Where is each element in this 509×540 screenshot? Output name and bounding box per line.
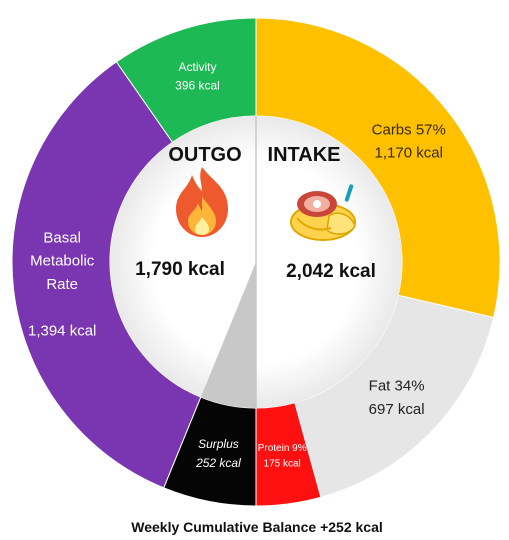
slice-label-surplus: Surplus 252 kcal bbox=[195, 437, 241, 470]
slice-label-carbs: Carbs 57% 1,170 kcal bbox=[372, 121, 446, 161]
surplus-center-wedge bbox=[200, 262, 256, 408]
fire-icon bbox=[176, 167, 228, 237]
slice-label-fat: Fat 34% 697 kcal bbox=[369, 378, 425, 418]
outgo-title: OUTGO bbox=[168, 144, 241, 166]
slice-label-activity: Activity 396 kcal bbox=[175, 60, 220, 93]
intake-total: 2,042 kcal bbox=[286, 261, 376, 282]
food-plate-icon bbox=[290, 184, 356, 241]
intake-title: INTAKE bbox=[268, 144, 341, 166]
slice-label-basal: Basal Metabolic Rate 1,394 kcal bbox=[28, 229, 96, 339]
chart-caption: Weekly Cumulative Balance +252 kcal bbox=[131, 519, 383, 535]
slice-label-protein: Protein 9% 175 kcal bbox=[258, 443, 307, 470]
outgo-total: 1,790 kcal bbox=[135, 259, 225, 280]
